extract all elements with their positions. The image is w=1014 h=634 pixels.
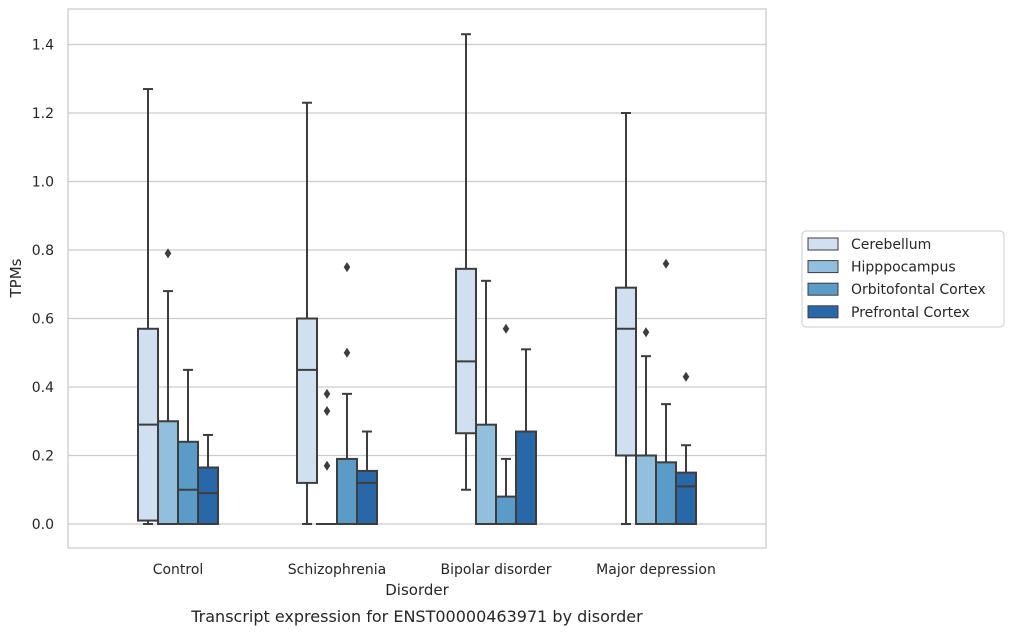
box (356, 469, 378, 526)
box (177, 440, 199, 525)
y-tick-label: 0.4 (32, 380, 54, 396)
box (655, 461, 677, 526)
box (336, 457, 358, 525)
box (495, 495, 517, 526)
box-group (137, 88, 219, 525)
box (515, 430, 537, 525)
y-tick-label: 1.4 (32, 38, 54, 54)
box (197, 466, 219, 525)
outlier-point (662, 258, 670, 269)
box (635, 454, 657, 525)
outlier-point (323, 405, 331, 416)
box-groups (137, 33, 697, 526)
outlier-point (323, 388, 331, 399)
outlier-point (164, 248, 172, 259)
y-tick-label: 0.2 (32, 449, 54, 465)
x-tick-labels: Control Schizophrenia Bipolar disorder Majo… (153, 562, 716, 578)
box (157, 420, 179, 525)
x-tick-label: Bipolar disorder (440, 562, 551, 578)
legend-swatch (807, 260, 839, 274)
legend-frame (801, 230, 1005, 328)
x-axis-label: Disorder (385, 581, 449, 599)
y-tick-label: 0.8 (32, 243, 54, 259)
x-tick-label: Schizophrenia (288, 562, 386, 578)
legend-swatch (807, 305, 839, 319)
x-tick-label: Major depression (596, 562, 716, 578)
legend-swatch (807, 282, 839, 296)
y-tick-label: 0.6 (32, 312, 54, 328)
legend-swatch (807, 237, 839, 251)
figure-caption: Transcript expression for ENST0000046397… (190, 607, 643, 626)
box-group (296, 101, 378, 526)
y-tick-label: 1.0 (32, 175, 54, 191)
legend-label: Prefrontal Cortex (851, 305, 970, 321)
plot-frame (67, 8, 767, 549)
y-tick-label: 1.2 (32, 106, 54, 122)
outlier-point (502, 323, 510, 334)
outlier-point (642, 327, 650, 338)
box (296, 317, 318, 484)
legend-label: Orbitofontal Cortex (851, 282, 986, 298)
outlier-point (682, 371, 690, 382)
box-group (455, 33, 537, 526)
legend-label: Cerebellum (851, 237, 931, 253)
outlier-point (343, 347, 351, 358)
legend: Cerebellum Hipppocampus Orbitofontal Corte… (801, 230, 1005, 328)
y-axis-label: TPMs (7, 258, 25, 298)
box (615, 286, 637, 457)
outlier-point (323, 460, 331, 471)
box-group (615, 112, 697, 526)
box (475, 423, 497, 525)
legend-label: Hipppocampus (851, 260, 956, 276)
y-tick-label: 0.0 (32, 517, 54, 533)
y-tick-labels: 0.0 0.2 0.4 0.6 0.8 1.0 1.2 1.4 (32, 38, 54, 534)
outlier-point (343, 262, 351, 273)
box (675, 471, 697, 525)
box (455, 267, 477, 435)
x-tick-label: Control (153, 562, 204, 578)
